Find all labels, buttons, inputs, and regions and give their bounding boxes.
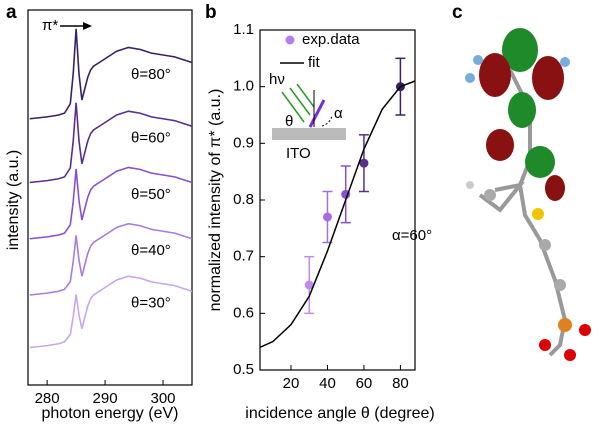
atom bbox=[554, 279, 566, 291]
light-ray bbox=[289, 87, 311, 116]
inset-label: ITO bbox=[286, 145, 311, 162]
atom bbox=[560, 57, 570, 67]
atom bbox=[539, 239, 551, 251]
orbital-lobe bbox=[532, 56, 564, 100]
y-axis-label: normalized intensity of π* (a.u.) bbox=[207, 89, 224, 312]
panel-label: c bbox=[452, 2, 463, 23]
annotation: π* bbox=[42, 17, 58, 34]
atom bbox=[466, 181, 474, 189]
spectrum-line bbox=[29, 166, 193, 240]
y-tick-label: 0.8 bbox=[233, 191, 254, 208]
fit-line bbox=[259, 80, 416, 349]
y-tick-label: 0.7 bbox=[233, 248, 254, 265]
y-tick-label: 0.6 bbox=[233, 304, 254, 321]
atom bbox=[558, 318, 572, 332]
atom bbox=[484, 189, 496, 201]
inset: hν θ α ITO bbox=[269, 71, 346, 162]
data-point bbox=[359, 158, 369, 168]
spectrum-line bbox=[29, 28, 193, 120]
y-axis-label: intensity (a.u.) bbox=[5, 150, 22, 250]
x-tick-label: 40 bbox=[319, 375, 336, 392]
x-tick-label: 280 bbox=[35, 390, 60, 407]
annotation: α=60° bbox=[392, 227, 432, 244]
series-label: θ=60° bbox=[131, 130, 171, 147]
bond-ring bbox=[478, 181, 525, 213]
atom bbox=[465, 73, 475, 83]
light-ray bbox=[281, 91, 305, 123]
x-tick-label: 290 bbox=[93, 390, 118, 407]
x-tick-label: 60 bbox=[356, 375, 373, 392]
atom bbox=[532, 208, 544, 220]
spectrum-line bbox=[29, 102, 193, 184]
spectrum-line bbox=[29, 275, 193, 349]
plot-frame bbox=[27, 9, 193, 386]
orbital-lobe bbox=[545, 175, 565, 201]
arrowhead bbox=[83, 22, 92, 30]
x-axis-label: photon energy (eV) bbox=[42, 405, 179, 422]
angle-arc bbox=[321, 115, 333, 127]
orbital-lobe bbox=[508, 92, 536, 128]
panel-label: b bbox=[205, 2, 217, 23]
series-label: θ=50° bbox=[131, 186, 171, 203]
y-tick-label: 1.0 bbox=[233, 78, 254, 95]
inset-label: θ bbox=[285, 113, 293, 130]
spectrum-line bbox=[29, 222, 193, 296]
x-tick-label: 80 bbox=[392, 375, 409, 392]
orbital-lobe bbox=[486, 129, 514, 161]
x-axis-label: incidence angle θ (degree) bbox=[245, 405, 434, 422]
light-ray bbox=[296, 83, 315, 108]
series-label: θ=40° bbox=[131, 242, 171, 259]
substrate bbox=[272, 128, 346, 140]
y-tick-label: 1.1 bbox=[233, 21, 254, 38]
atom bbox=[539, 339, 551, 351]
orbital-lobe bbox=[525, 146, 555, 178]
data-point bbox=[322, 212, 332, 222]
inset-label: α bbox=[334, 105, 343, 122]
inset-label: hν bbox=[269, 71, 285, 88]
orbital-lobe bbox=[479, 53, 511, 97]
data-point bbox=[304, 280, 314, 290]
molecule bbox=[465, 28, 591, 361]
bond-chain bbox=[508, 69, 568, 357]
x-tick-label: 20 bbox=[283, 375, 300, 392]
legend-marker bbox=[285, 35, 295, 45]
atom bbox=[473, 55, 483, 65]
series-label: θ=80° bbox=[131, 66, 171, 83]
y-tick-label: 0.9 bbox=[233, 134, 254, 151]
atom bbox=[579, 324, 591, 336]
orbital-lobe bbox=[502, 28, 538, 72]
y-tick-label: 0.5 bbox=[233, 361, 254, 378]
legend-label: fit bbox=[308, 54, 321, 71]
series-label: θ=30° bbox=[131, 295, 171, 312]
x-tick-label: 300 bbox=[151, 390, 176, 407]
panel-label: a bbox=[6, 2, 17, 23]
legend-label: exp.data bbox=[302, 31, 360, 48]
atom bbox=[564, 349, 576, 361]
molecule-axis bbox=[308, 99, 326, 128]
